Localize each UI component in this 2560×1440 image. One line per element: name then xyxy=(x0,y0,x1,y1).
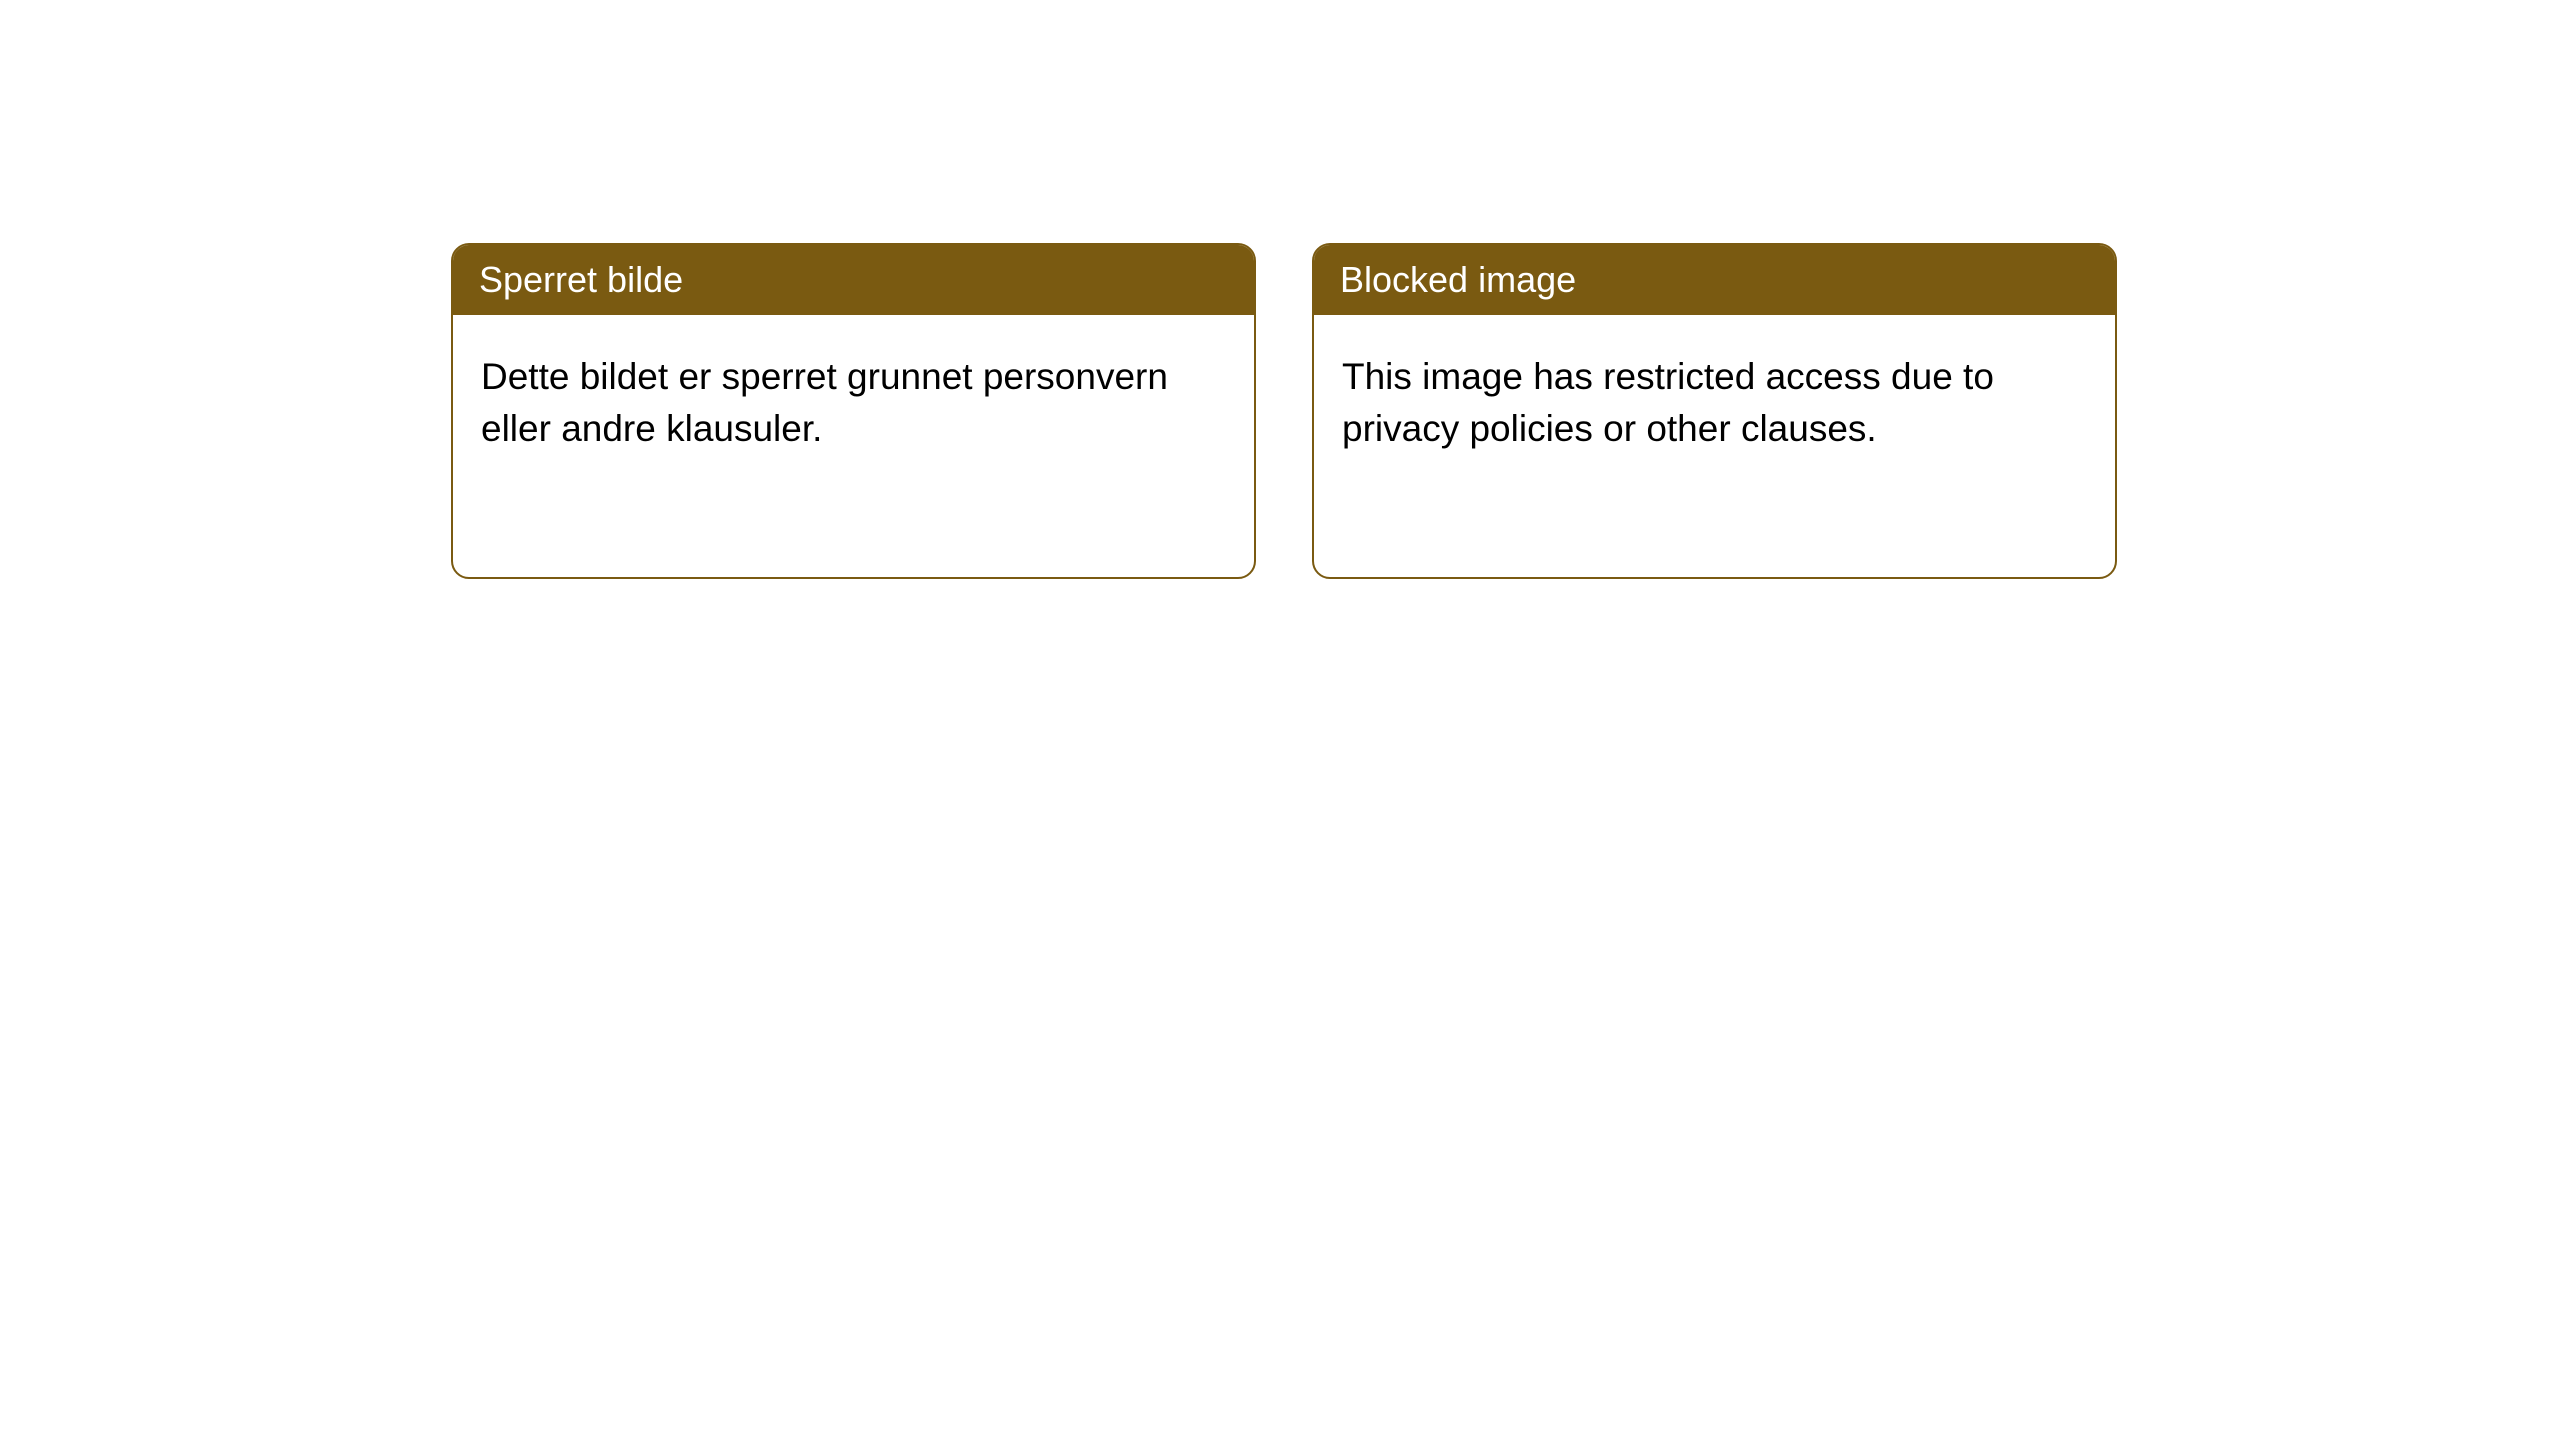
blocked-image-card-norwegian: Sperret bilde Dette bildet er sperret gr… xyxy=(451,243,1256,579)
card-body-norwegian: Dette bildet er sperret grunnet personve… xyxy=(453,315,1254,491)
card-body-english: This image has restricted access due to … xyxy=(1314,315,2115,491)
card-header-english: Blocked image xyxy=(1314,245,2115,315)
notice-container: Sperret bilde Dette bildet er sperret gr… xyxy=(0,0,2560,579)
card-header-norwegian: Sperret bilde xyxy=(453,245,1254,315)
blocked-image-card-english: Blocked image This image has restricted … xyxy=(1312,243,2117,579)
